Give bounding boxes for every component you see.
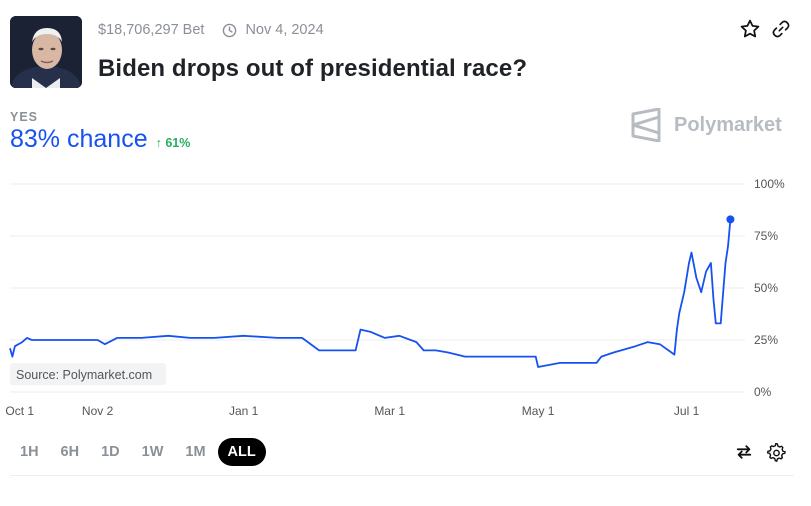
y-tick-label: 25% — [754, 333, 778, 347]
y-tick-label: 100% — [754, 177, 785, 191]
time-range-selector: 1H 6H 1D 1W 1M ALL — [10, 438, 268, 466]
y-tick-label: 0% — [754, 385, 772, 399]
portrait-image — [10, 16, 82, 88]
y-tick-label: 75% — [754, 229, 778, 243]
chance-change: ↑ 61% — [156, 136, 191, 150]
brand-logo: Polymarket — [630, 108, 782, 142]
volume-text: $18,706,297 Bet — [98, 22, 205, 38]
price-chart[interactable]: 100% 75% 50% 25% 0% Oct 1 Nov 2 Jan 1 Mar 1 May 1… — [0, 170, 811, 430]
x-tick-label: Oct 1 — [5, 404, 34, 418]
x-tick-label: Mar 1 — [374, 404, 405, 418]
market-meta: $18,706,297 Bet Nov 4, 2024 — [98, 21, 324, 39]
range-button-1h[interactable]: 1H — [20, 444, 39, 460]
market-title: Biden drops out of presidential race? — [98, 55, 528, 82]
end-date-text: Nov 4, 2024 — [245, 22, 324, 38]
range-button-all[interactable]: ALL — [217, 438, 266, 466]
x-tick-label: Jul 1 — [674, 404, 700, 418]
x-tick-label: Nov 2 — [82, 404, 114, 418]
chance-row: 83% chance ↑ 61% — [10, 125, 190, 154]
polymarket-logo-icon — [631, 108, 661, 142]
latest-point — [726, 215, 735, 224]
outcome-label: YES — [10, 110, 39, 124]
x-tick-label: May 1 — [522, 404, 555, 418]
swap-icon[interactable] — [733, 441, 755, 463]
brand-name: Polymarket — [674, 113, 782, 136]
range-button-1d[interactable]: 1D — [101, 444, 120, 460]
source-text: Source: Polymarket.com — [16, 368, 152, 382]
divider — [10, 475, 794, 476]
chance-change-value: 61% — [165, 136, 191, 150]
market-image — [10, 16, 82, 88]
y-tick-label: 50% — [754, 281, 778, 295]
gear-icon[interactable] — [765, 441, 787, 463]
series-line — [9, 219, 732, 368]
arrow-up-icon: ↑ — [155, 136, 162, 150]
chance-value: 83% chance — [10, 125, 148, 153]
range-button-6h[interactable]: 6H — [60, 444, 80, 460]
range-button-1w[interactable]: 1W — [141, 444, 164, 460]
star-icon[interactable] — [739, 18, 761, 40]
link-icon[interactable] — [770, 18, 792, 40]
clock-icon — [222, 23, 237, 38]
range-button-1m[interactable]: 1M — [185, 444, 206, 460]
source-badge — [10, 363, 166, 385]
x-tick-label: Jan 1 — [229, 404, 259, 418]
